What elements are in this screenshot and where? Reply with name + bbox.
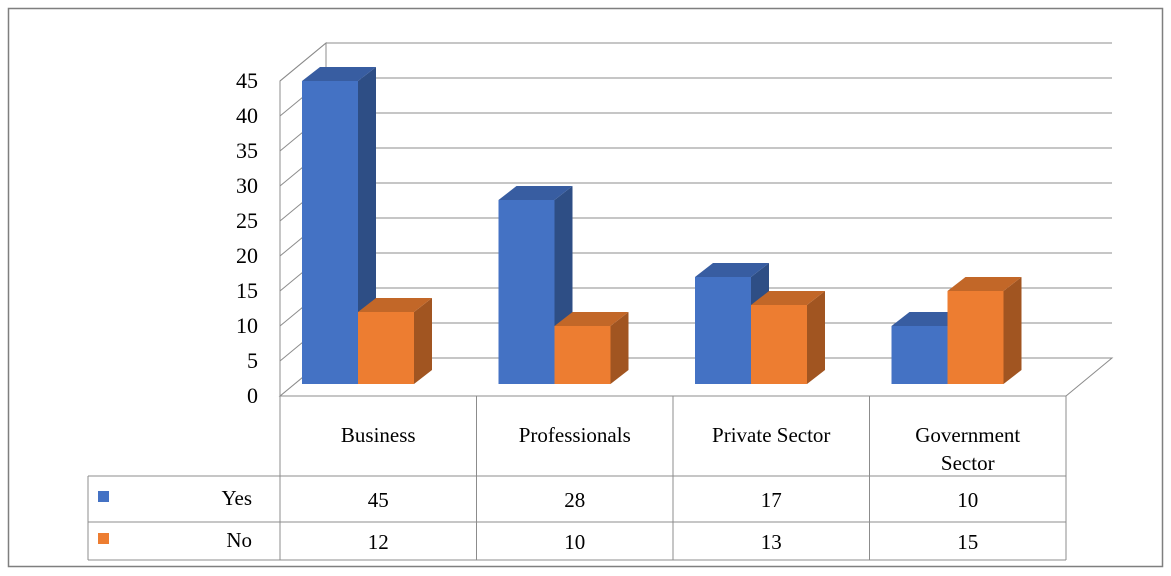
- bar-yes-business-top: [302, 67, 376, 81]
- legend-key-yes: [98, 491, 109, 502]
- bar-yes-private-sector-front: [695, 277, 751, 384]
- table-value-yes-professionals: 28: [564, 488, 585, 512]
- y-tick-label-5: 5: [247, 348, 258, 373]
- gridline-25: [279, 182, 1112, 222]
- bar-no-professionals-front: [554, 326, 611, 384]
- bar-no-private-sector: [751, 291, 825, 384]
- y-tick-label-30: 30: [236, 173, 258, 198]
- y-tick-label-35: 35: [236, 138, 258, 163]
- bar-yes-business-front: [302, 81, 358, 384]
- category-label-professionals: Professionals: [519, 423, 631, 447]
- bar-no-business: [358, 298, 432, 384]
- bar-no-private-sector-side: [807, 291, 825, 384]
- legend-label-yes: Yes: [221, 486, 252, 510]
- table-value-no-government-sector: 15: [957, 530, 978, 554]
- gridline-45: [279, 42, 1112, 82]
- y-tick-label-45: 45: [236, 68, 258, 93]
- gridline-35: [279, 112, 1112, 152]
- bar-no-government-sector-top: [947, 277, 1022, 291]
- category-label-private-sector: Private Sector: [712, 423, 830, 447]
- gridline-20: [279, 217, 1112, 257]
- y-tick-label-0: 0: [247, 383, 258, 408]
- bar-yes-professionals-front: [498, 200, 555, 384]
- legend-key-no: [98, 533, 109, 544]
- bar-no-business-side: [414, 298, 432, 384]
- bar-no-professionals-top: [554, 312, 629, 326]
- table-value-yes-private-sector: 17: [761, 488, 782, 512]
- y-tick-label-10: 10: [236, 313, 258, 338]
- bar-no-government-sector: [947, 277, 1022, 384]
- y-tick-label-25: 25: [236, 208, 258, 233]
- bar-no-business-front: [358, 312, 414, 384]
- category-label-government-sector-line2: Sector: [941, 451, 995, 475]
- category-label-government-sector-line1: Government: [915, 423, 1020, 447]
- bar-no-business-top: [358, 298, 432, 312]
- bar-no-government-sector-side: [1003, 277, 1022, 384]
- y-tick-label-40: 40: [236, 103, 258, 128]
- table-value-yes-business: 45: [368, 488, 389, 512]
- category-label-business: Business: [341, 423, 416, 447]
- y-tick-label-15: 15: [236, 278, 258, 303]
- bar-yes-professionals: [498, 186, 573, 384]
- bar-yes-government-sector-front: [891, 326, 948, 384]
- bar-no-government-sector-front: [947, 291, 1004, 384]
- bar-no-private-sector-front: [751, 305, 807, 384]
- table-value-no-business: 12: [368, 530, 389, 554]
- bar-yes-professionals-top: [498, 186, 573, 200]
- y-tick-label-20: 20: [236, 243, 258, 268]
- table-value-no-private-sector: 13: [761, 530, 782, 554]
- bar-no-professionals: [554, 312, 629, 384]
- legend-label-no: No: [226, 528, 252, 552]
- bar-yes-private-sector-top: [695, 263, 769, 277]
- bar-no-professionals-side: [610, 312, 629, 384]
- gridline-30: [279, 147, 1112, 187]
- table-value-yes-government-sector: 10: [957, 488, 978, 512]
- bar-yes-government-sector-top: [891, 312, 966, 326]
- table-value-no-professionals: 10: [564, 530, 585, 554]
- gridline-40: [279, 77, 1112, 117]
- bar-no-private-sector-top: [751, 291, 825, 305]
- chart-border: [7, 7, 1164, 568]
